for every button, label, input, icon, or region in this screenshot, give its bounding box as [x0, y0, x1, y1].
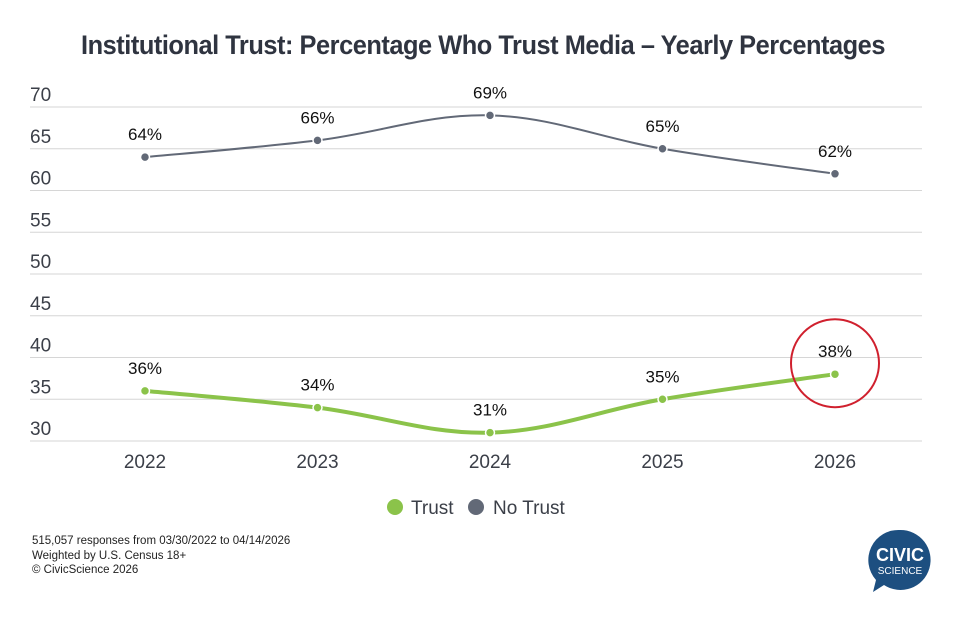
- data-label: 65%: [645, 117, 679, 136]
- data-point: [312, 402, 323, 413]
- x-tick-label: 2022: [124, 452, 166, 473]
- data-point: [139, 385, 151, 397]
- x-tick-label: 2026: [814, 452, 856, 473]
- chart-title: Institutional Trust: Percentage Who Trus…: [81, 30, 885, 60]
- footer-responses: 515,057 responses from 03/30/2022 to 04/…: [32, 535, 291, 547]
- y-tick-label: 70: [30, 85, 51, 106]
- y-tick-label: 55: [30, 210, 51, 231]
- y-axis-ticks: 30 35 40 45 50 55 60 65 70: [30, 85, 51, 440]
- data-point: [139, 151, 151, 163]
- legend-marker-trust: [387, 499, 403, 515]
- data-label: 69%: [473, 83, 507, 102]
- x-axis-ticks: 2022 2023 2024 2025 2026: [124, 452, 856, 473]
- footer-notes: 515,057 responses from 03/30/2022 to 04/…: [32, 534, 290, 578]
- data-label: 31%: [473, 401, 507, 420]
- x-tick-label: 2025: [641, 452, 683, 473]
- data-point: [829, 368, 841, 380]
- highlight-circle: [790, 318, 880, 409]
- civicscience-logo: CIVIC SCIENCE: [868, 529, 931, 592]
- gridlines: [30, 106, 922, 442]
- data-label: 34%: [300, 376, 334, 395]
- x-tick-label: 2024: [469, 452, 512, 473]
- legend-label-trust: Trust: [411, 498, 454, 519]
- y-tick-label: 35: [30, 377, 51, 398]
- data-point: [484, 110, 496, 121]
- y-tick-label: 40: [30, 336, 51, 357]
- legend: Trust No Trust: [387, 498, 566, 519]
- y-tick-label: 45: [30, 294, 51, 315]
- data-point: [657, 394, 668, 405]
- data-point: [657, 143, 668, 154]
- data-point: [312, 135, 323, 146]
- footer-weighting: Weighted by U.S. Census 18+: [32, 549, 187, 562]
- series-line-no-trust: [144, 114, 836, 175]
- data-point: [484, 427, 496, 438]
- data-label: 66%: [300, 108, 334, 127]
- data-point: [829, 168, 841, 180]
- y-tick-label: 60: [30, 169, 51, 190]
- y-tick-label: 65: [30, 127, 51, 148]
- data-label: 35%: [645, 367, 679, 386]
- data-label: 62%: [818, 142, 852, 161]
- data-label: 64%: [128, 125, 162, 144]
- data-label: 38%: [818, 342, 852, 361]
- y-tick-label: 30: [30, 419, 51, 440]
- annotations: [790, 318, 880, 409]
- x-tick-label: 2023: [296, 452, 338, 473]
- data-label: 36%: [128, 359, 162, 378]
- data-points: [139, 110, 841, 438]
- logo-text-science: SCIENCE: [878, 566, 923, 577]
- data-labels: 36% 34% 31% 35% 38% 64% 66% 69% 65% 62%: [128, 83, 852, 419]
- legend-marker-no-trust: [468, 499, 484, 515]
- footer-copyright: © CivicScience 2026: [32, 564, 139, 576]
- logo-text-civic: CIVIC: [876, 545, 924, 565]
- logo-bubble: [868, 529, 931, 592]
- y-tick-label: 50: [30, 252, 51, 273]
- legend-label-no-trust: No Trust: [493, 498, 566, 519]
